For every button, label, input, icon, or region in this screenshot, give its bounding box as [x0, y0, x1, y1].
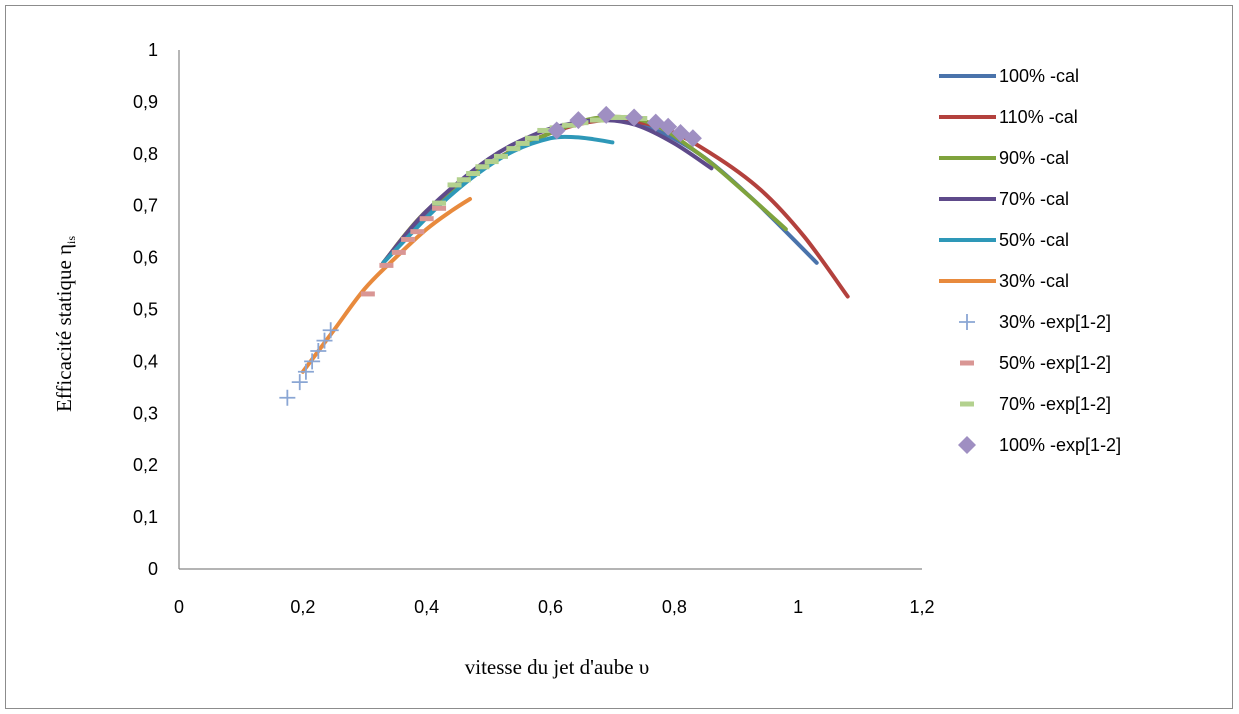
data-point-70-exp-1-2: [466, 171, 481, 177]
x-tick-label: 0: [174, 597, 184, 617]
data-point-70-exp-1-2: [493, 153, 508, 159]
x-tick-label: 0,2: [290, 597, 315, 617]
data-point-70-exp-1-2: [506, 146, 521, 152]
y-tick-labels: 0 0,1 0,2 0,3 0,4 0,5 0,6 0,7 0,8 0,9 1: [133, 40, 158, 579]
legend: 100% -cal 110% -cal 90% -cal 70% -cal 50% -c…: [939, 66, 1121, 455]
y-axis-title: Efficacité statique ηis: [52, 236, 78, 412]
data-point-50-exp-1-2: [379, 262, 394, 268]
y-tick-label: 0,2: [133, 455, 158, 475]
x-axis-title: vitesse du jet d'aube υ: [465, 655, 649, 679]
data-point-70-exp-1-2: [447, 182, 462, 188]
data-point-70-exp-1-2: [537, 127, 552, 133]
y-tick-label: 0: [148, 559, 158, 579]
data-point-70-exp-1-2: [614, 114, 629, 120]
data-point-70-exp-1-2: [515, 140, 530, 146]
data-point-70-exp-1-2: [475, 164, 490, 170]
data-point-50-exp-1-2: [410, 229, 425, 235]
data-point-30-exp-1-2: [322, 322, 339, 339]
x-tick-label: 0,4: [414, 597, 439, 617]
legend-label: 50% -exp[1-2]: [999, 353, 1111, 373]
legend-swatch: [958, 436, 976, 454]
data-point-100-exp-1-2: [597, 105, 616, 124]
x-tick-label: 0,6: [538, 597, 563, 617]
data-point-30-exp-1-2: [279, 389, 296, 406]
data-point-70-exp-1-2: [562, 122, 577, 128]
data-point-30-exp-1-2: [291, 374, 308, 391]
legend-label: 90% -cal: [999, 148, 1069, 168]
chart-area: 0 0,1 0,2 0,3 0,4 0,5 0,6 0,7 0,8 0,9 1 0 0,2 0,4 0,6…: [5, 5, 1233, 709]
y-tick-label: 1: [148, 40, 158, 60]
data-point-30-exp-1-2: [316, 332, 333, 349]
y-tick-label: 0,9: [133, 92, 158, 112]
data-point-50-exp-1-2: [360, 291, 375, 297]
series-layer: [279, 105, 850, 406]
legend-label: 110% -cal: [999, 107, 1078, 127]
y-tick-label: 0,8: [133, 144, 158, 164]
data-point-50-exp-1-2: [419, 216, 434, 222]
y-tick-label: 0,1: [133, 507, 158, 527]
data-point-70-exp-1-2: [524, 135, 539, 141]
legend-label: 30% -exp[1-2]: [999, 312, 1111, 332]
data-point-100-exp-1-2: [625, 108, 644, 127]
data-point-100-exp-1-2: [547, 121, 566, 140]
legend-label: 30% -cal: [999, 271, 1069, 291]
legend-label: 100% -cal: [999, 66, 1079, 86]
data-point-30-exp-1-2: [310, 343, 327, 360]
data-point-30-exp-1-2: [297, 363, 314, 380]
legend-label: 70% -cal: [999, 189, 1069, 209]
series-line-70-cal: [381, 117, 714, 265]
legend-swatch: [959, 314, 975, 330]
legend-swatch: [960, 360, 974, 366]
data-point-100-exp-1-2: [569, 111, 588, 130]
data-point-100-exp-1-2: [659, 117, 678, 136]
data-point-50-exp-1-2: [401, 236, 416, 242]
data-point-70-exp-1-2: [484, 159, 499, 165]
x-tick-label: 0,8: [662, 597, 687, 617]
x-tick-label: 1,2: [909, 597, 934, 617]
chart-svg: 0 0,1 0,2 0,3 0,4 0,5 0,6 0,7 0,8 0,9 1 0 0,2 0,4 0,6…: [52, 40, 1121, 679]
legend-label: 100% -exp[1-2]: [999, 435, 1121, 455]
legend-swatch: [960, 401, 974, 407]
x-tick-label: 1: [793, 597, 803, 617]
data-point-50-exp-1-2: [432, 205, 447, 211]
legend-label: 50% -cal: [999, 230, 1069, 250]
y-tick-label: 0,3: [133, 403, 158, 423]
data-point-50-exp-1-2: [391, 249, 406, 255]
series-line-30-cal: [300, 197, 472, 374]
data-point-70-exp-1-2: [456, 177, 471, 183]
y-tick-label: 0,6: [133, 248, 158, 268]
y-tick-label: 0,5: [133, 300, 158, 320]
legend-label: 70% -exp[1-2]: [999, 394, 1111, 414]
data-point-30-exp-1-2: [304, 353, 321, 370]
y-tick-label: 0,7: [133, 196, 158, 216]
x-tick-labels: 0 0,2 0,4 0,6 0,8 1 1,2: [174, 597, 935, 617]
data-point-70-exp-1-2: [589, 117, 604, 123]
y-tick-label: 0,4: [133, 351, 158, 371]
data-point-100-exp-1-2: [683, 129, 702, 148]
data-point-70-exp-1-2: [432, 200, 447, 206]
series-line-50-cal: [381, 134, 615, 265]
axes: [178, 50, 922, 570]
